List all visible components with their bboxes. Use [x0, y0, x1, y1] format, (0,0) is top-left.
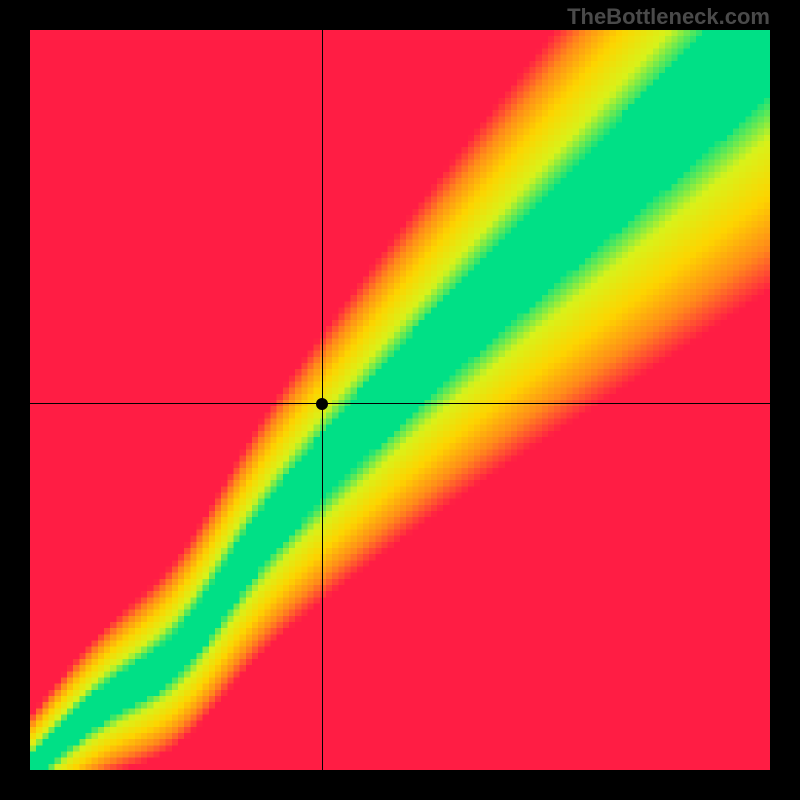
- plot-area: [30, 30, 770, 770]
- chart-container: TheBottleneck.com: [0, 0, 800, 800]
- watermark-text: TheBottleneck.com: [567, 4, 770, 30]
- heatmap-canvas: [30, 30, 770, 770]
